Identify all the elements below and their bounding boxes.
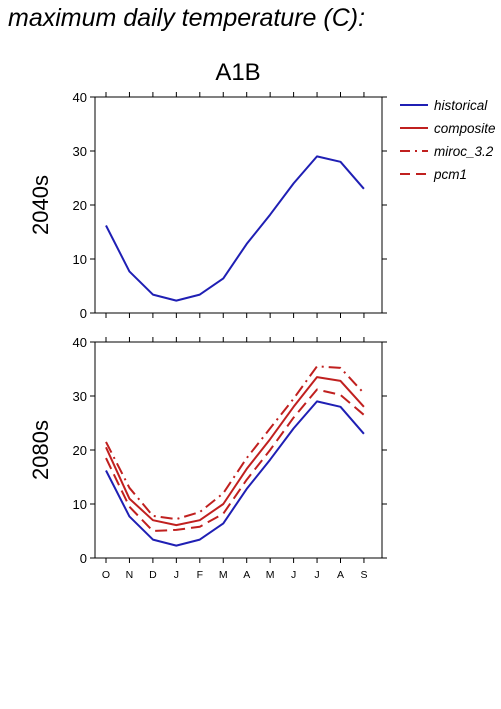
y-tick-label: 10 bbox=[73, 252, 87, 267]
legend-label-historical: historical bbox=[434, 98, 488, 113]
x-tick-label: F bbox=[197, 569, 203, 581]
x-tick-label: O bbox=[102, 569, 110, 581]
x-tick-label: S bbox=[360, 569, 367, 581]
y-tick-label: 40 bbox=[73, 90, 87, 105]
series-line-composite bbox=[105, 376, 365, 527]
y-tick-label: 0 bbox=[80, 551, 87, 566]
scenario-label: A1B bbox=[215, 59, 260, 86]
y-tick-label: 40 bbox=[73, 335, 87, 350]
series-line-historical bbox=[105, 155, 365, 302]
series-line-historical bbox=[105, 400, 365, 547]
x-tick-label: A bbox=[243, 569, 250, 581]
legend-label-miroc-3-2: miroc_3.2 bbox=[434, 144, 494, 159]
x-tick-label: M bbox=[266, 569, 275, 581]
series-line-pcm1 bbox=[105, 388, 365, 532]
x-tick-label: M bbox=[219, 569, 228, 581]
y-tick-label: 10 bbox=[73, 497, 87, 512]
legend-label-pcm1: pcm1 bbox=[433, 167, 467, 182]
x-tick-label: J bbox=[174, 569, 179, 581]
x-tick-label: N bbox=[126, 569, 134, 581]
page-title: maximum daily temperature (C): bbox=[8, 4, 366, 32]
y-tick-label: 0 bbox=[80, 306, 87, 321]
series-line-miroc-3-2 bbox=[105, 365, 365, 521]
x-tick-label: J bbox=[314, 569, 319, 581]
y-tick-label: 30 bbox=[73, 389, 87, 404]
legend-label-composite: composite bbox=[434, 121, 496, 136]
x-tick-label: A bbox=[337, 569, 344, 581]
y-tick-label: 30 bbox=[73, 144, 87, 159]
panel-label-2040s: 2040s bbox=[28, 175, 53, 235]
x-tick-label: J bbox=[291, 569, 296, 581]
y-tick-label: 20 bbox=[73, 198, 87, 213]
x-tick-label: D bbox=[149, 569, 157, 581]
y-tick-label: 20 bbox=[73, 443, 87, 458]
panel-label-2080s: 2080s bbox=[28, 420, 53, 480]
